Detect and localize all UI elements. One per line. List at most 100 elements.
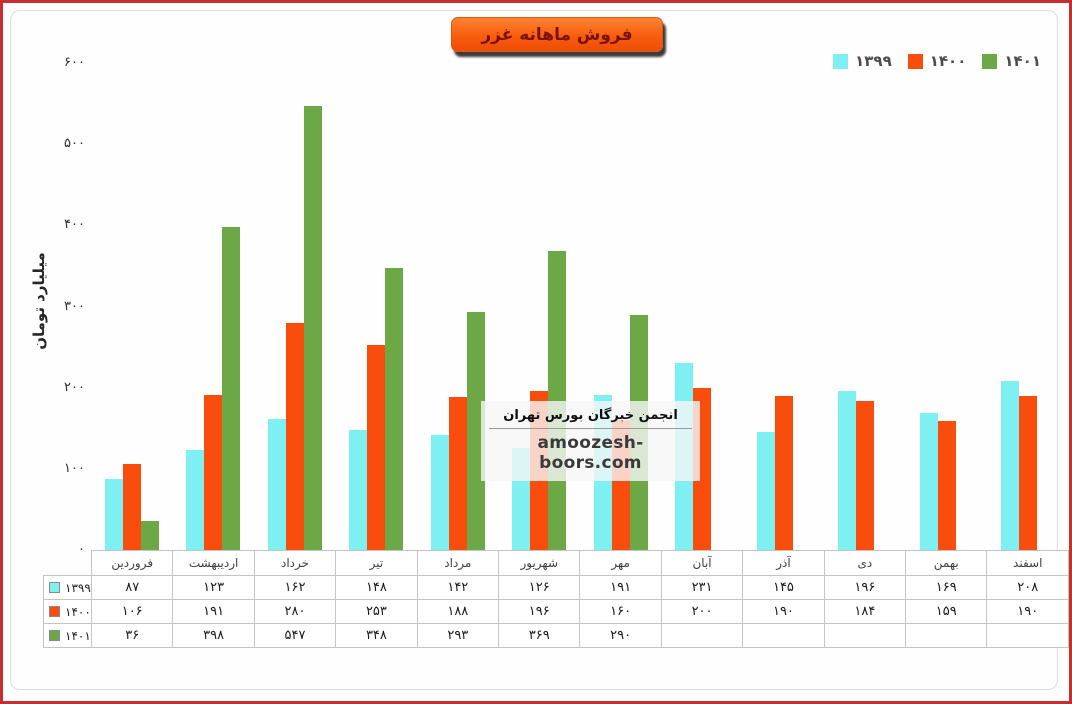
bar-s0-m4: [430, 434, 449, 550]
value-cell-s2-m7: [660, 623, 744, 648]
legend-swatch: [982, 53, 998, 69]
watermark-line2: amoozesh-boors.com: [537, 433, 644, 473]
value-cell-s1-m1: ۱۹۱: [172, 599, 255, 624]
bar-group-10: [906, 63, 988, 550]
value-cell-s1-m9: ۱۸۴: [823, 599, 907, 624]
plot-area: [91, 63, 1069, 550]
bar-group-1: [173, 63, 255, 550]
bar-s2-m3: [385, 267, 404, 550]
value-cell-s2-m6: ۲۹۰: [579, 623, 662, 648]
bar-s1-m3: [367, 344, 386, 550]
month-header-cell-9: دی: [823, 550, 907, 576]
value-cell-s1-m8: ۱۹۰: [742, 599, 825, 624]
chart-title-badge: فروش ماهانه غزر: [451, 17, 663, 52]
bar-s1-m1: [204, 394, 223, 550]
bar-group-11: [988, 63, 1070, 550]
legend-item-0: ۱۳۹۹: [833, 52, 892, 70]
legend-swatch: [907, 53, 923, 69]
month-header-cell-8: آذر: [742, 550, 825, 576]
value-cell-s0-m0: ۸۷: [90, 575, 174, 600]
bar-s2-m1: [222, 226, 241, 550]
bar-s2-m2: [303, 106, 322, 550]
value-cell-s2-m1: ۳۹۸: [172, 623, 255, 648]
value-cell-s2-m0: ۳۶: [90, 623, 174, 648]
value-cell-s1-m2: ۲۸۰: [253, 599, 337, 624]
bar-s1-m4: [448, 397, 467, 550]
value-cell-s1-m5: ۱۹۶: [498, 599, 581, 624]
series-key-label: ۱۴۰۱: [65, 628, 91, 643]
value-cell-s2-m10: [905, 623, 988, 648]
value-cell-s1-m4: ۱۸۸: [416, 599, 500, 624]
month-header-cell-6: مهر: [579, 550, 662, 576]
month-header-cell-7: آبان: [660, 550, 744, 576]
bar-group-3: [336, 63, 418, 550]
value-cell-s1-m3: ۲۵۳: [335, 599, 418, 624]
value-cell-s2-m8: [742, 623, 825, 648]
bar-s0-m8: [756, 432, 775, 550]
value-cell-s1-m10: ۱۵۹: [905, 599, 988, 624]
value-cell-s0-m1: ۱۲۳: [172, 575, 255, 600]
bar-s2-m0: [140, 520, 159, 550]
value-cell-s2-m5: ۳۶۹: [498, 623, 581, 648]
bar-s1-m2: [285, 322, 304, 550]
value-cell-s0-m7: ۲۳۱: [660, 575, 744, 600]
month-header-cell-0: فروردین: [90, 550, 174, 576]
month-header-cell-4: مرداد: [416, 550, 500, 576]
bar-group-2: [254, 63, 336, 550]
bar-s0-m0: [104, 479, 123, 550]
legend-swatch: [833, 53, 849, 69]
value-cell-s0-m3: ۱۴۸: [335, 575, 418, 600]
bar-s0-m2: [267, 418, 286, 550]
series-key-cell: ۱۳۹۹: [43, 575, 92, 600]
bar-s1-m11: [1019, 395, 1038, 550]
value-cell-s2-m2: ۵۴۷: [253, 623, 337, 648]
value-cell-s1-m7: ۲۰۰: [660, 599, 744, 624]
legend-item-2: ۱۴۰۱: [982, 52, 1041, 70]
watermark-line1: انجمن خبرگان بورس تهران: [503, 408, 678, 423]
chart-title: فروش ماهانه غزر: [481, 24, 633, 45]
value-cell-s0-m8: ۱۴۵: [742, 575, 825, 600]
bar-s1-m0: [122, 463, 141, 550]
bar-group-0: [91, 63, 173, 550]
value-cell-s1-m6: ۱۶۰: [579, 599, 662, 624]
y-tick-label: ۰: [78, 542, 85, 557]
month-header-cell-2: خرداد: [253, 550, 337, 576]
value-cell-s0-m2: ۱۶۲: [253, 575, 337, 600]
table-row-series-2: ۱۴۰۱ ۳۶ ۳۹۸ ۵۴۷ ۳۴۸ ۲۹۳ ۳۶۹ ۲۹۰: [43, 623, 1069, 648]
value-cell-s1-m0: ۱۰۶: [90, 599, 174, 624]
y-tick-label: ۶۰۰: [64, 55, 85, 70]
value-cell-s1-m11: ۱۹۰: [986, 599, 1069, 624]
bar-s1-m8: [774, 395, 793, 550]
table-corner-cell: [44, 551, 92, 576]
bar-s2-m4: [466, 312, 485, 550]
series-key-cell: ۱۴۰۱: [43, 623, 92, 648]
bar-s1-m10: [937, 420, 956, 550]
bar-s0-m9: [838, 390, 857, 550]
month-header-cell-10: بهمن: [905, 550, 988, 576]
bar-s0-m10: [919, 412, 938, 550]
legend: ۱۳۹۹ ۱۴۰۰ ۱۴۰۱: [833, 52, 1041, 70]
legend-label: ۱۴۰۰: [929, 52, 967, 70]
bar-group-9: [825, 63, 907, 550]
y-tick-label: ۲۰۰: [64, 379, 85, 395]
bar-s0-m1: [186, 450, 205, 550]
series-key-swatch: [49, 582, 60, 593]
series-key-swatch: [49, 606, 60, 617]
watermark-divider: [489, 428, 692, 429]
bar-s1-m9: [856, 400, 875, 550]
table-row-series-0: ۱۳۹۹ ۸۷ ۱۲۳ ۱۶۲ ۱۴۸ ۱۴۲ ۱۲۶ ۱۹۱ ۲۳۱ ۱۴۵ ۱۹۶ ۱۶۹ ۲۰۸: [43, 575, 1069, 600]
watermark: انجمن خبرگان بورس تهران amoozesh-boors.c…: [481, 401, 700, 481]
series-key-swatch: [49, 630, 60, 641]
legend-label: ۱۴۰۱: [1004, 52, 1041, 70]
series-key-label: ۱۳۹۹: [65, 580, 91, 595]
value-cell-s2-m3: ۳۴۸: [335, 623, 418, 648]
legend-item-1: ۱۴۰۰: [907, 52, 967, 70]
data-table: فروردین اردیبهشت خرداد تیر مرداد شهریور مهر آبا…: [43, 550, 1069, 648]
bar-s0-m3: [349, 429, 368, 550]
value-cell-s2-m9: [823, 623, 907, 648]
month-header-cell-5: شهریور: [498, 550, 581, 576]
y-tick-label: ۱۰۰: [64, 460, 85, 476]
month-header-cell-1: اردیبهشت: [172, 550, 255, 576]
y-tick-label: ۵۰۰: [64, 136, 85, 152]
table-row-series-1: ۱۴۰۰ ۱۰۶ ۱۹۱ ۲۸۰ ۲۵۳ ۱۸۸ ۱۹۶ ۱۶۰ ۲۰۰ ۱۹۰ ۱۸۴ ۱۵۹ ۱۹۰: [43, 599, 1069, 624]
